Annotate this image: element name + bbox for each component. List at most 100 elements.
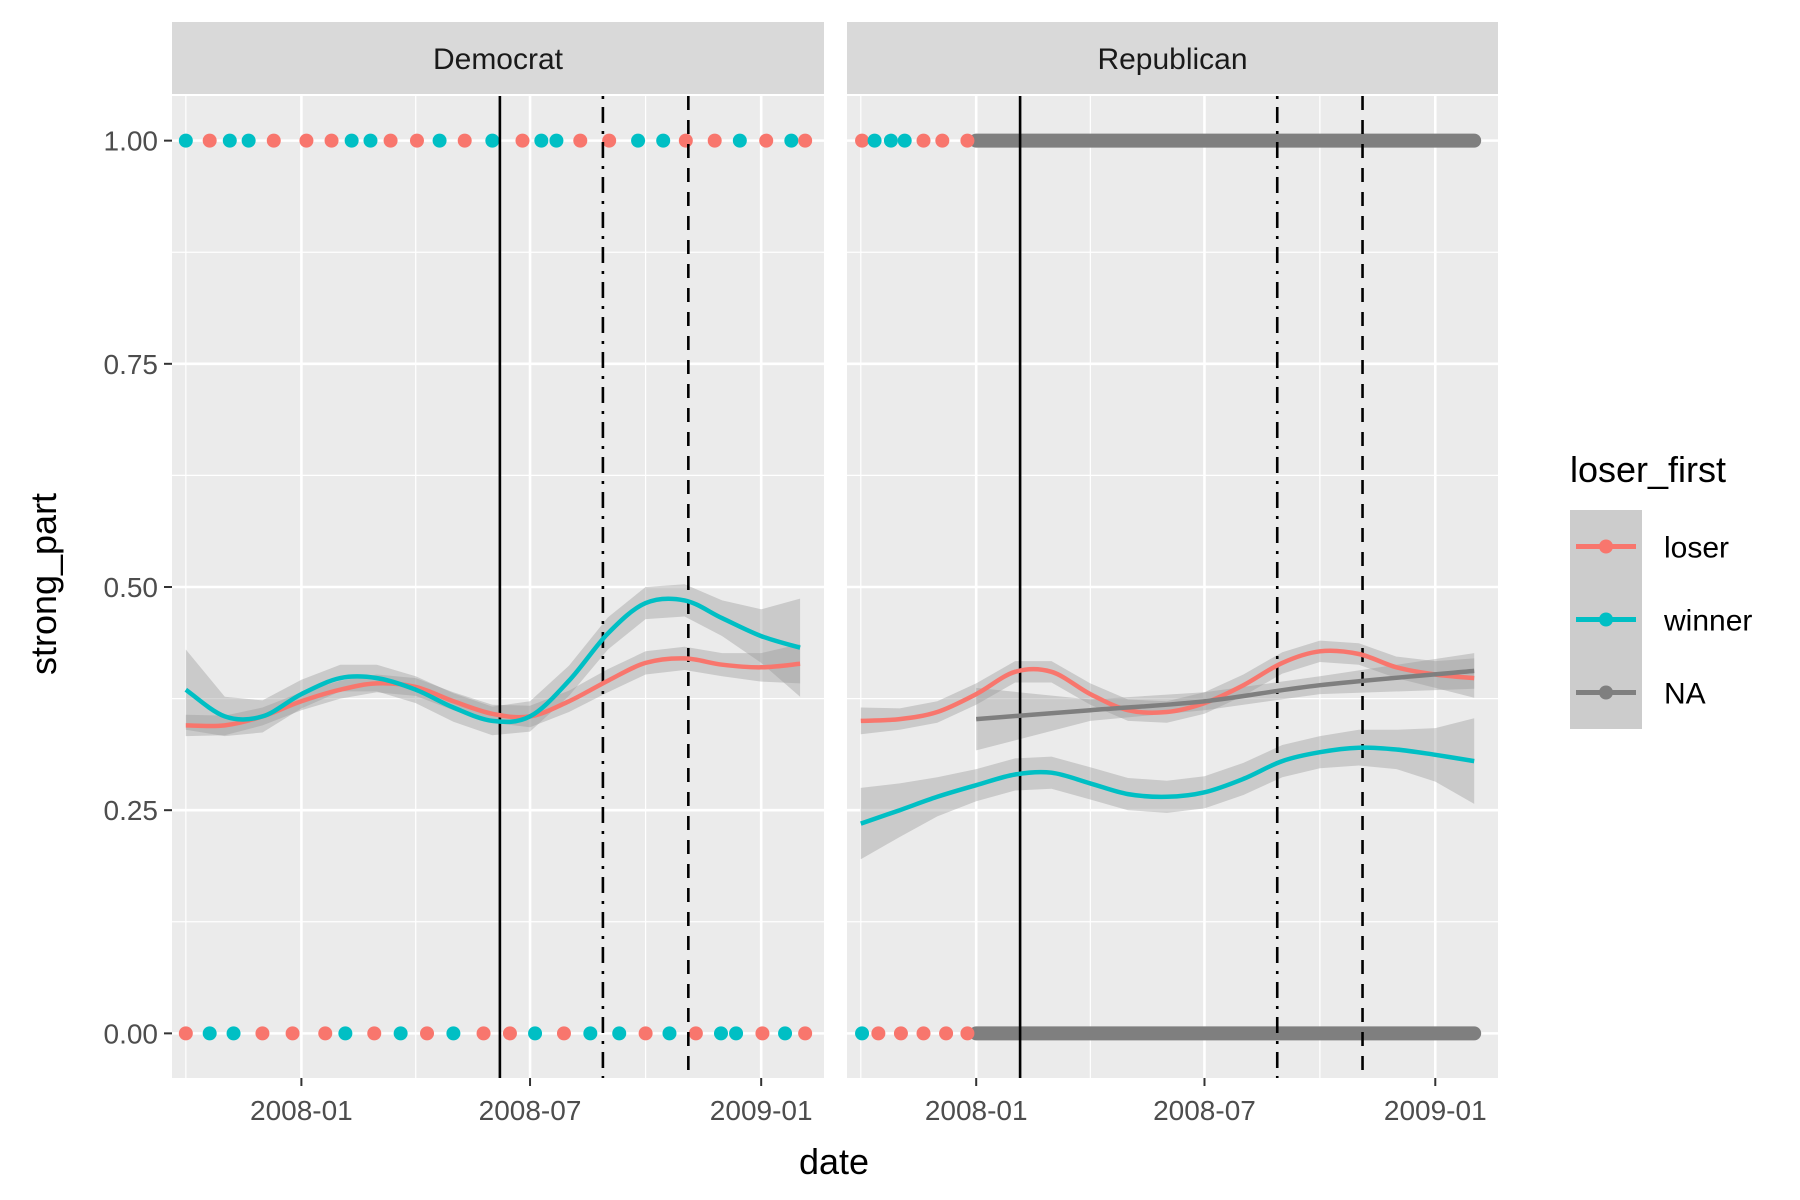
- point-winner: [344, 133, 359, 148]
- point-winner: [612, 1026, 627, 1041]
- smooth-line-winner: [184, 596, 801, 725]
- confidence-band-loser: [185, 644, 801, 737]
- point-winner: [778, 1026, 793, 1041]
- point-loser: [916, 1026, 931, 1041]
- point-loser: [556, 1026, 571, 1041]
- x-tick-label: 2008-01: [925, 1095, 1028, 1126]
- legend-label-winner: winner: [1663, 605, 1752, 638]
- point-winner: [631, 133, 646, 148]
- x-tick-label: 2009-01: [1384, 1095, 1487, 1126]
- point-loser: [367, 1026, 382, 1041]
- point-loser: [457, 133, 472, 148]
- point-loser: [255, 1026, 270, 1041]
- point-loser: [960, 133, 975, 148]
- point-loser: [759, 133, 774, 148]
- point-loser: [893, 1026, 908, 1041]
- point-loser: [755, 1026, 770, 1041]
- point-loser: [935, 133, 950, 148]
- point-loser: [299, 133, 314, 148]
- point-winner: [732, 133, 747, 148]
- facet-strip-label: Democrat: [433, 43, 564, 76]
- point-winner: [485, 133, 500, 148]
- point-loser: [324, 133, 339, 148]
- point-winner: [656, 133, 671, 148]
- point-winner: [583, 1026, 598, 1041]
- y-tick-label: 0.25: [104, 795, 159, 826]
- point-loser: [916, 133, 931, 148]
- legend-title: loser_first: [1570, 449, 1726, 490]
- point-loser: [688, 1026, 703, 1041]
- legend-key-point: [1599, 685, 1613, 700]
- legend: loser_first loser winner NA: [1570, 449, 1752, 729]
- y-tick-label: 0.75: [104, 349, 159, 380]
- point-loser: [285, 1026, 300, 1041]
- legend-key-point: [1599, 612, 1613, 627]
- point-winner: [867, 133, 882, 148]
- x-axis-title: date: [799, 1141, 869, 1182]
- point-loser: [573, 133, 588, 148]
- point-winner: [338, 1026, 353, 1041]
- point-loser: [502, 1026, 517, 1041]
- smooth-line-na: [976, 668, 1475, 722]
- point-loser: [707, 133, 722, 148]
- point-loser: [178, 1026, 193, 1041]
- point-loser: [383, 133, 398, 148]
- point-winner: [713, 1026, 728, 1041]
- legend-key-point: [1599, 539, 1613, 554]
- point-winner: [222, 133, 237, 148]
- point-winner: [363, 133, 378, 148]
- point-winner: [432, 133, 447, 148]
- point-winner: [534, 133, 549, 148]
- facet-strip: [172, 22, 824, 94]
- y-tick-label: 0.50: [104, 572, 159, 603]
- point-loser: [798, 133, 813, 148]
- point-winner: [897, 133, 912, 148]
- point-winner: [784, 133, 799, 148]
- point-loser: [602, 133, 617, 148]
- point-winner: [883, 133, 898, 148]
- point-winner: [662, 1026, 677, 1041]
- point-winner: [446, 1026, 461, 1041]
- x-tick-label: 2008-07: [1153, 1095, 1256, 1126]
- x-tick-label: 2009-01: [710, 1095, 813, 1126]
- point-loser: [409, 133, 424, 148]
- y-tick-label: 0.00: [104, 1018, 159, 1049]
- point-loser: [855, 133, 870, 148]
- x-tick-label: 2008-07: [479, 1095, 582, 1126]
- point-loser: [960, 1026, 975, 1041]
- point-loser: [798, 1026, 813, 1041]
- smooth-line-loser: [860, 648, 1475, 724]
- legend-label-loser: loser: [1664, 532, 1729, 565]
- point-loser: [638, 1026, 653, 1041]
- facet-panel-republican: Republican: [847, 22, 1498, 1078]
- point-winner: [178, 133, 193, 148]
- point-loser: [871, 1026, 886, 1041]
- point-winner: [528, 1026, 543, 1041]
- point-winner: [855, 1026, 870, 1041]
- legend-label-na: NA: [1664, 678, 1706, 711]
- point-winner: [226, 1026, 241, 1041]
- facet-panel-democrat: Democrat: [172, 22, 824, 1078]
- confidence-band-loser: [860, 640, 1475, 735]
- point-loser: [266, 133, 281, 148]
- point-loser: [515, 133, 530, 148]
- confidence-band-na: [976, 653, 1475, 751]
- y-axis-title: strong_part: [23, 493, 64, 675]
- facet-strip-label: Republican: [1097, 43, 1247, 76]
- point-loser: [420, 1026, 435, 1041]
- point-winner: [241, 133, 256, 148]
- point-loser: [678, 133, 693, 148]
- point-loser: [318, 1026, 333, 1041]
- smooth-line-winner: [860, 745, 1475, 826]
- point-loser: [939, 1026, 954, 1041]
- smooth-line-loser: [185, 656, 801, 729]
- point-winner: [729, 1026, 744, 1041]
- point-winner: [393, 1026, 408, 1041]
- y-tick-label: 1.00: [104, 126, 159, 157]
- point-winner: [202, 1026, 217, 1041]
- point-loser: [476, 1026, 491, 1041]
- facet-strip: [847, 22, 1498, 94]
- point-winner: [549, 133, 564, 148]
- point-loser: [202, 133, 217, 148]
